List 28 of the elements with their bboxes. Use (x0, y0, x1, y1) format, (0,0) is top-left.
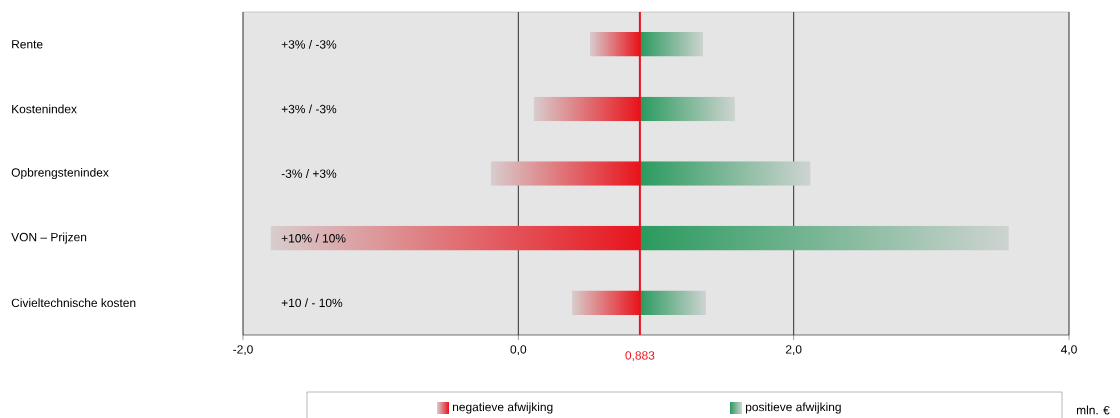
x-axis-title: mln. € (1076, 405, 1110, 415)
annotation: +10 / - 10% (281, 298, 343, 308)
bar (572, 290, 640, 315)
bar (270, 225, 640, 251)
y-tick-label: Kostenindex (12, 104, 77, 114)
x-tick-label: 0,0 (510, 345, 527, 356)
bar (639, 32, 704, 57)
legend-label: negatieve afwijking (453, 402, 553, 414)
y-tick-label: VON – Prijzen (11, 232, 87, 244)
bar (589, 32, 640, 57)
legend-label: positieve afwijking (745, 402, 841, 414)
ref-line-label: 0,883 (625, 351, 655, 362)
annotation: +3% / -3% (281, 104, 337, 114)
bar (490, 161, 640, 186)
bar (533, 96, 640, 122)
y-tick-label: Opbrengstenindex (11, 167, 109, 180)
annotation: -3% / +3% (281, 169, 337, 178)
annotation: +3% / -3% (281, 39, 337, 49)
x-tick-label: 4,0 (1060, 345, 1077, 356)
y-tick-label: Civieltechnische kosten (11, 298, 136, 308)
x-tick-label: 2,0 (785, 345, 802, 356)
y-tick-label: Rente (12, 40, 43, 49)
bar (639, 290, 706, 315)
bar (639, 225, 1009, 251)
annotation: +10% / 10% (281, 233, 346, 243)
bar (639, 96, 735, 122)
x-tick-label: -2,0 (233, 345, 253, 356)
bar (639, 161, 811, 186)
